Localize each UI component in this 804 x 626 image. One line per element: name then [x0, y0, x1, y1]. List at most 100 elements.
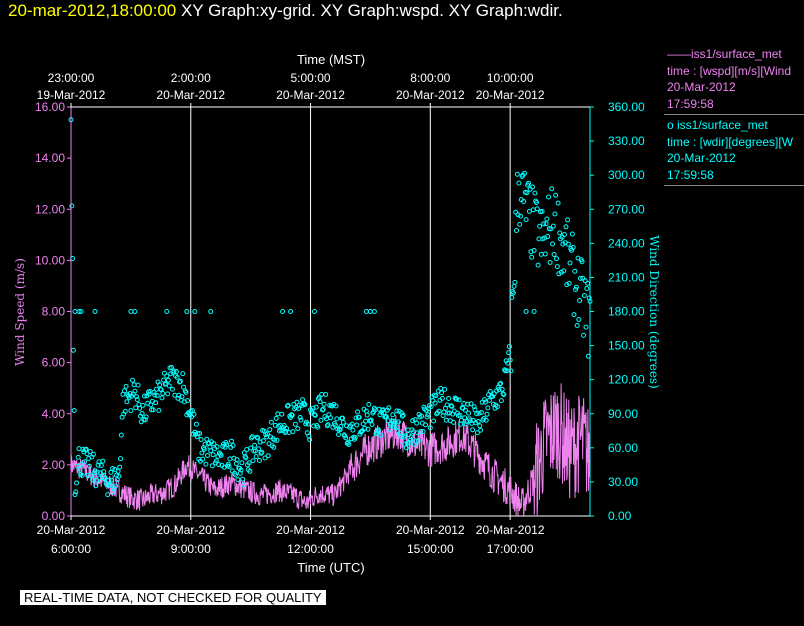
- wdir-point: [443, 417, 449, 423]
- wdir-point: [498, 380, 504, 386]
- wdir-point: [223, 440, 229, 445]
- wdir-point: [247, 468, 253, 474]
- wdir-point: [573, 287, 579, 292]
- header-timestamp: 20-mar-2012,18:00:00: [8, 1, 177, 20]
- wdir-point: [130, 377, 135, 383]
- wdir-point: [451, 419, 456, 425]
- wdir-point: [225, 461, 231, 467]
- wdir-point: [431, 418, 436, 424]
- wdir-point: [244, 447, 250, 452]
- wdir-point: [209, 463, 215, 469]
- wdir-point: [107, 482, 113, 488]
- bottom-tick-time: 9:00:00: [171, 542, 211, 556]
- wdir-point: [364, 412, 370, 418]
- wdir-point: [79, 472, 85, 478]
- right-tick-label: 330.00: [608, 134, 645, 148]
- wdir-point: [515, 212, 521, 218]
- wdir-point: [529, 254, 535, 260]
- wdir-point: [354, 422, 360, 428]
- right-tick-label: 120.00: [608, 373, 645, 387]
- wdir-point: [551, 252, 557, 257]
- wdir-point: [572, 268, 578, 274]
- wdir-point: [439, 390, 444, 396]
- wdir-point: [128, 309, 134, 314]
- wdir-point: [400, 412, 406, 418]
- wdir-point: [180, 371, 186, 377]
- wdir-point: [415, 438, 421, 444]
- wdir-point: [362, 425, 368, 431]
- wdir-point: [138, 419, 144, 425]
- wdir-point: [542, 251, 548, 257]
- wdir-point: [316, 394, 322, 400]
- wdir-point: [73, 489, 79, 495]
- wdir-point: [253, 454, 259, 459]
- wdir-point: [565, 217, 571, 223]
- right-tick-label: 150.00: [608, 339, 645, 353]
- wdir-point: [458, 417, 464, 423]
- wdir-point: [456, 397, 462, 403]
- wdir-point: [102, 475, 108, 481]
- wdir-point: [268, 419, 274, 425]
- legend-wdir-time: 17:59:58: [667, 167, 714, 182]
- wdir-point: [530, 207, 536, 213]
- bottom-tick-time: 17:00:00: [487, 542, 534, 556]
- wdir-point: [122, 408, 128, 414]
- wdir-point: [171, 368, 177, 374]
- wdir-point: [397, 430, 403, 436]
- wdir-point: [462, 407, 468, 413]
- legend-wdir-date: 20-Mar-2012: [667, 151, 736, 165]
- wdir-point: [537, 223, 543, 229]
- wdir-point: [80, 446, 86, 452]
- wdir-point: [538, 251, 544, 257]
- right-tick-label: 30.00: [608, 475, 638, 489]
- wdir-point: [363, 418, 369, 424]
- wdir-point: [498, 398, 504, 404]
- wdir-point: [526, 180, 531, 186]
- wdir-point: [494, 404, 500, 410]
- wdir-point: [563, 224, 569, 230]
- wdir-point: [192, 309, 198, 314]
- wdir-point: [310, 405, 316, 411]
- wdir-point: [139, 411, 145, 416]
- top-tick-date: 20-Mar-2012: [476, 88, 545, 102]
- wdir-point: [88, 473, 94, 479]
- wdir-point: [72, 492, 78, 498]
- wdir-point: [94, 469, 100, 475]
- wdir-point: [137, 405, 143, 411]
- wdir-point: [574, 323, 580, 328]
- wdir-point: [477, 423, 483, 429]
- wdir-point: [428, 404, 434, 410]
- wdir-point: [343, 435, 349, 441]
- bottom-tick-time: 12:00:00: [287, 542, 334, 556]
- wdir-point: [313, 404, 319, 410]
- wdir-point: [205, 453, 210, 458]
- wdir-point: [289, 412, 295, 418]
- right-tick-label: 90.00: [608, 407, 638, 421]
- wdir-point: [333, 403, 339, 409]
- wdir-point: [69, 203, 75, 209]
- wdir-point: [413, 438, 419, 444]
- wdir-point: [117, 464, 123, 470]
- top-tick-time: 2:00:00: [171, 71, 211, 85]
- wdir-point: [201, 446, 207, 452]
- top-axis-label: Time (MST): [297, 52, 365, 67]
- legend-wdir-var: time : [wdir][degrees][W: [667, 134, 794, 149]
- wdir-point: [164, 309, 170, 314]
- wdir-point: [577, 275, 583, 281]
- left-tick-label: 4.00: [42, 407, 66, 421]
- wdir-point: [104, 482, 110, 488]
- wdir-point: [323, 392, 329, 397]
- wdir-point: [194, 434, 200, 440]
- wdir-point: [569, 231, 575, 237]
- right-tick-label: 360.00: [608, 100, 645, 114]
- wdir-point: [506, 350, 512, 356]
- wdir-point: [561, 232, 567, 237]
- wdir-point: [199, 450, 205, 456]
- top-tick-date: 19-Mar-2012: [37, 88, 106, 102]
- bottom-tick-date: 20-Mar-2012: [276, 523, 345, 537]
- wdir-point: [405, 427, 411, 433]
- wdir-point: [197, 431, 203, 436]
- wdir-point: [512, 279, 518, 285]
- bottom-tick-time: 6:00:00: [51, 542, 91, 556]
